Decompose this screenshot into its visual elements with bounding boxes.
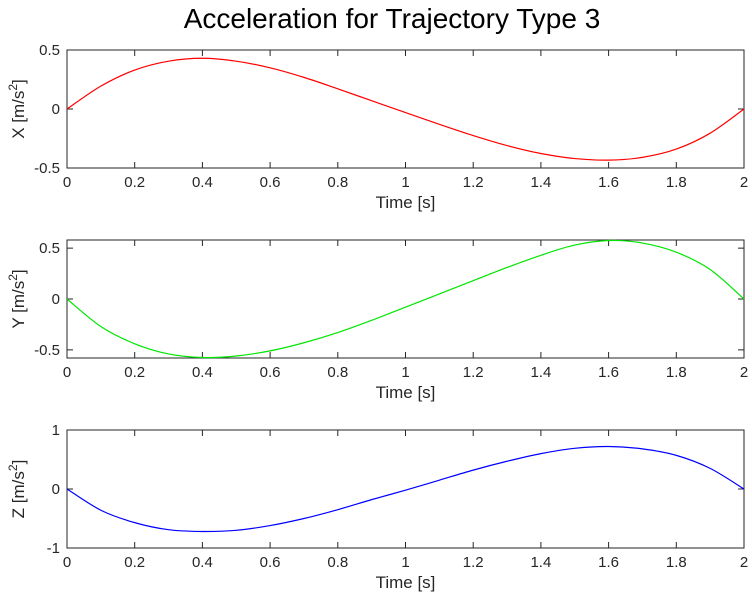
y-tick-label: 1 — [52, 422, 60, 439]
x-tick-label: 2 — [740, 554, 748, 571]
y-tick-label: 0 — [52, 291, 60, 308]
x-tick-label: 1.8 — [666, 364, 687, 381]
x-tick-label: 0.4 — [192, 554, 213, 571]
series-line-y — [66, 239, 745, 359]
x-tick-label: 0.8 — [327, 174, 348, 191]
x-tick-label: 1 — [401, 364, 409, 381]
x-tick-label: 1.6 — [598, 364, 619, 381]
x-tick-label: 1 — [401, 174, 409, 191]
x-tick-label: 0.2 — [124, 174, 145, 191]
x-axis-label: Time [s] — [376, 383, 436, 402]
x-tick-label: 1.4 — [530, 364, 551, 381]
plot-area — [66, 49, 745, 169]
x-tick-label: 0.6 — [260, 554, 281, 571]
y-tick-label: -1 — [47, 540, 60, 557]
x-tick-label: 0.6 — [260, 174, 281, 191]
x-tick-label: 2 — [740, 174, 748, 191]
y-tick-label: 0.5 — [39, 42, 60, 59]
figure-title: Acceleration for Trajectory Type 3 — [184, 3, 601, 34]
y-axis-label: Y [m/s2] — [6, 269, 28, 328]
x-tick-label: 1.6 — [598, 174, 619, 191]
x-tick-label: 1.4 — [530, 554, 551, 571]
plot-area — [66, 429, 745, 549]
x-tick-label: 0.8 — [327, 364, 348, 381]
x-tick-label: 1.4 — [530, 174, 551, 191]
y-tick-label: 0 — [52, 481, 60, 498]
subplot-x: 0 0.2 0.4 0.6 0.8 1 1.2 1.4 1.6 1.8 2-0.500.5Time … — [6, 42, 748, 212]
y-tick-label: -0.5 — [34, 160, 60, 177]
series-line-z — [66, 445, 745, 533]
x-tick-label: 1 — [401, 554, 409, 571]
y-axis-label: Z [m/s2] — [6, 460, 28, 519]
x-tick-label: 0.6 — [260, 364, 281, 381]
x-tick-label: 0.4 — [192, 364, 213, 381]
y-tick-label: -0.5 — [34, 342, 60, 359]
x-tick-label: 0 — [63, 174, 71, 191]
x-tick-label: 1.8 — [666, 174, 687, 191]
subplot-y: 0 0.2 0.4 0.6 0.8 1 1.2 1.4 1.6 1.8 2-0.500.5Time … — [6, 239, 748, 402]
x-tick-label: 1.2 — [463, 364, 484, 381]
x-tick-label: 0.2 — [124, 364, 145, 381]
x-tick-label: 1.6 — [598, 554, 619, 571]
x-tick-label: 0 — [63, 554, 71, 571]
x-tick-label: 1.2 — [463, 174, 484, 191]
x-axis-label: Time [s] — [376, 573, 436, 592]
x-tick-label: 0 — [63, 364, 71, 381]
series-line-x — [66, 57, 745, 161]
x-tick-label: 0.8 — [327, 554, 348, 571]
x-tick-label: 0.2 — [124, 554, 145, 571]
subplots: 0 0.2 0.4 0.6 0.8 1 1.2 1.4 1.6 1.8 2-0.500.5Time … — [6, 42, 748, 592]
y-tick-label: 0 — [52, 101, 60, 118]
x-tick-label: 1.2 — [463, 554, 484, 571]
x-tick-label: 0.4 — [192, 174, 213, 191]
x-tick-label: 2 — [740, 364, 748, 381]
plot-area — [66, 239, 745, 359]
x-axis-label: Time [s] — [376, 193, 436, 212]
y-axis-label: X [m/s2] — [6, 79, 28, 139]
x-tick-label: 1.8 — [666, 554, 687, 571]
y-tick-label: 0.5 — [39, 240, 60, 257]
